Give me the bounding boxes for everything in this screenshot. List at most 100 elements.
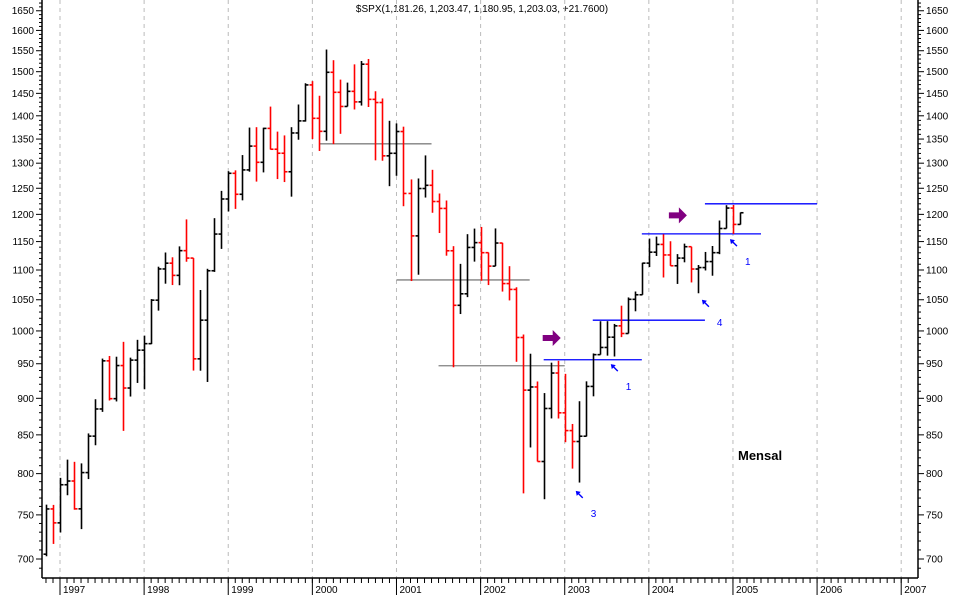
ohlc-bar	[113, 356, 120, 402]
ohlc-bar	[408, 179, 415, 282]
y-tick-label-left: 700	[17, 555, 34, 566]
ohlc-bar	[43, 504, 50, 557]
x-tick-label: 2007	[904, 585, 927, 595]
y-tick-label-right: 1500	[926, 67, 949, 78]
ohlc-bar	[295, 104, 302, 140]
ohlc-bar	[618, 305, 625, 338]
ohlc-bar	[169, 257, 176, 286]
ohlc-bar	[604, 321, 611, 356]
x-tick-label: 2003	[568, 585, 591, 595]
ohlc-bar	[646, 238, 653, 268]
ohlc-bar	[527, 353, 534, 448]
ohlc-bar	[372, 91, 379, 161]
ohlc-bar	[71, 461, 78, 510]
ohlc-bar	[506, 266, 513, 301]
x-tick-label: 1998	[147, 585, 170, 595]
y-tick-label-left: 1400	[12, 111, 35, 122]
ohlc-bar	[92, 399, 99, 446]
x-tick-label: 2000	[315, 585, 338, 595]
horizontal-lines	[319, 143, 818, 367]
pointer-label: 4	[717, 318, 723, 329]
x-tick-label: 2006	[820, 585, 843, 595]
ohlc-bar	[316, 95, 323, 151]
purple-arrow-icon	[542, 330, 561, 347]
ohlc-bar	[386, 120, 393, 187]
y-tick-label-right: 1350	[926, 135, 949, 146]
pointer-label: 1	[626, 382, 632, 393]
ohlc-bar	[365, 58, 372, 108]
ohlc-bar	[162, 252, 169, 284]
ohlc-bar	[569, 423, 576, 469]
ohlc-bar	[400, 126, 407, 207]
ohlc-bar	[716, 220, 723, 255]
ohlc-bar	[323, 49, 330, 141]
ohlc-bar	[204, 268, 211, 382]
ohlc-bar	[611, 323, 618, 357]
ohlc-bar	[695, 265, 702, 294]
y-tick-label-left: 950	[17, 359, 34, 370]
ohlc-bar	[653, 236, 660, 256]
pointer-arrow-icon	[701, 299, 710, 308]
ohlc-bar	[534, 381, 541, 463]
y-tick-label-right: 800	[926, 469, 943, 480]
y-tick-label-left: 1050	[12, 295, 35, 306]
ohlc-bar	[50, 504, 57, 544]
ohlc-bar	[78, 463, 85, 530]
y-tick-label-left: 1200	[12, 210, 35, 221]
ohlc-bar	[499, 242, 506, 292]
ohlc-bar	[660, 234, 667, 278]
ohlc-bar	[183, 219, 190, 262]
ohlc-bar	[555, 360, 562, 419]
y-tick-label-right: 1000	[926, 326, 949, 337]
y-tick-label-left: 1450	[12, 89, 35, 100]
x-tick-label: 2005	[736, 585, 759, 595]
y-tick-label-left: 750	[17, 510, 34, 521]
ohlc-bar	[723, 205, 730, 230]
ohlc-bar	[190, 257, 197, 371]
y-tick-label-left: 1250	[12, 184, 35, 195]
ohlc-bar	[253, 127, 260, 182]
y-tick-label-left: 1150	[12, 237, 34, 248]
ohlc-bar	[246, 127, 253, 172]
ohlc-bar	[176, 246, 183, 286]
y-tick-label-left: 1650	[12, 6, 35, 17]
x-tick-label: 2001	[399, 585, 422, 595]
ohlc-bar	[148, 299, 155, 345]
y-tick-label-left: 1100	[12, 266, 34, 277]
ohlc-bar	[260, 127, 267, 173]
ohlc-bar	[730, 204, 737, 234]
ohlc-bar	[330, 60, 337, 145]
ohlc-bar	[211, 218, 218, 272]
ohlc-bar	[513, 287, 520, 362]
y-tick-label-right: 1150	[926, 237, 948, 248]
y-tick-label-right: 1650	[926, 6, 949, 17]
pointer-arrow-icon	[575, 490, 584, 499]
y-tick-label-right: 700	[926, 555, 943, 566]
ohlc-bar	[478, 226, 485, 281]
ohlc-bar	[239, 155, 246, 201]
y-tick-label-right: 1250	[926, 184, 949, 195]
ohlc-bar	[562, 373, 569, 443]
y-tick-label-right: 900	[926, 394, 943, 405]
ohlc-bar	[625, 297, 632, 335]
pointer-arrow-icon	[729, 239, 738, 247]
ohlc-bar	[422, 155, 429, 198]
ohlc-bar	[457, 263, 464, 315]
ohlc-bar	[667, 241, 674, 267]
y-tick-label-right: 1100	[926, 266, 948, 277]
y-tick-label-right: 1050	[926, 295, 949, 306]
purple-arrow-icon	[668, 207, 687, 224]
ohlc-bar	[590, 353, 597, 397]
ohlc-bar	[541, 393, 548, 500]
ohlc-bar	[737, 211, 744, 226]
ohlc-bar	[443, 200, 450, 256]
y-tick-label-left: 1550	[12, 46, 35, 57]
x-tick-label: 2002	[484, 585, 507, 595]
ohlc-bar	[471, 228, 478, 262]
y-tick-label-left: 1500	[12, 67, 35, 78]
ohlc-bar	[393, 123, 400, 176]
ohlc-bar	[120, 341, 127, 431]
axes: 1997 1998 1999 2000 2001 2002 2003 2004 2005 2006…	[12, 0, 949, 595]
annotations: 3 1 4 1	[542, 207, 751, 520]
